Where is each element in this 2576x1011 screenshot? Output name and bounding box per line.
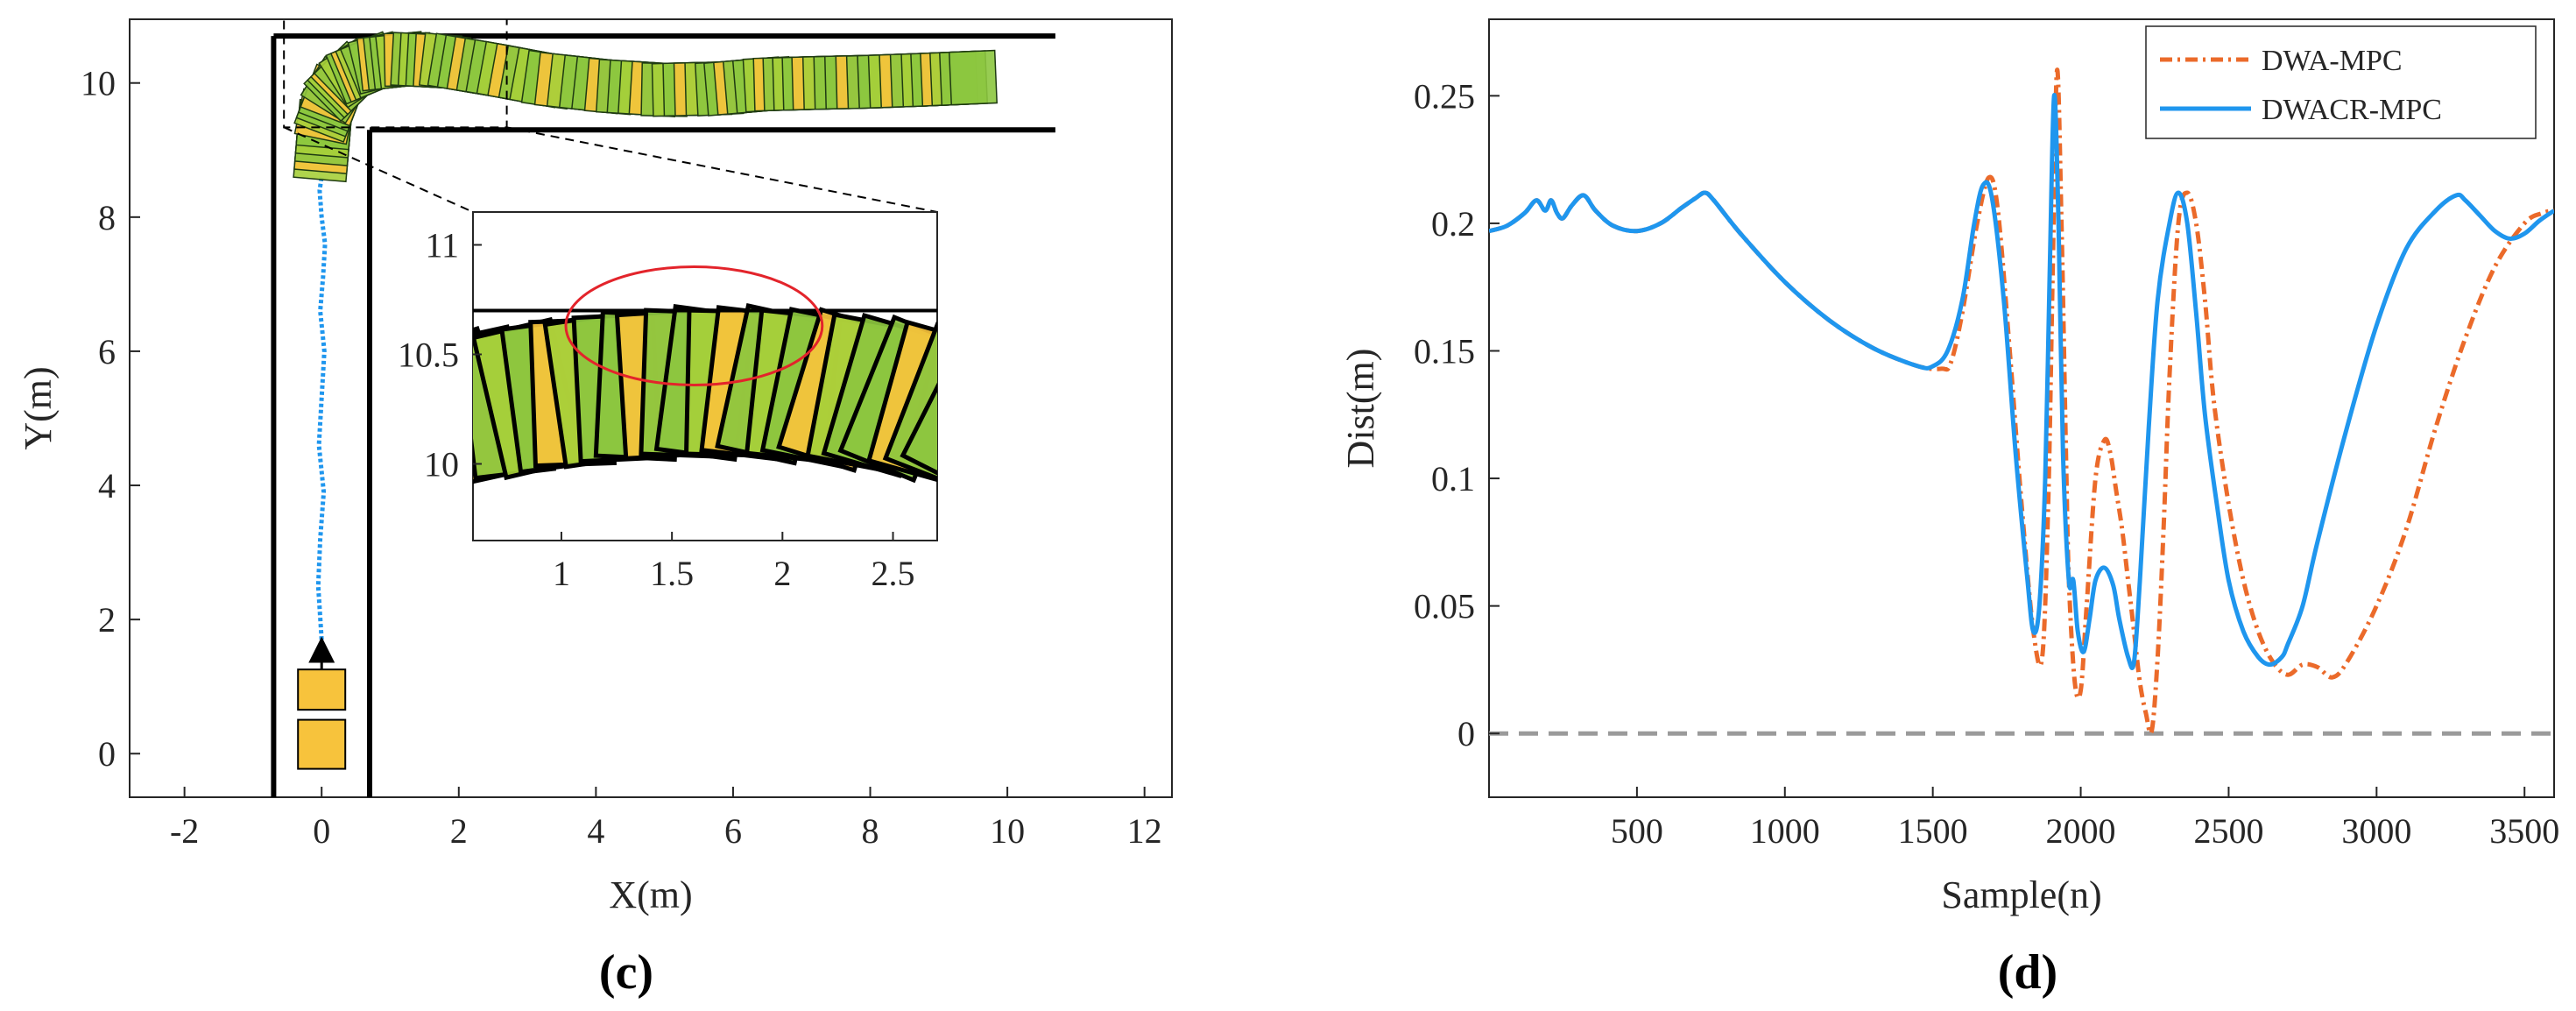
- series-line-dwacr-mpc: [1489, 93, 2554, 670]
- y-axis-label-c: Y(m): [17, 366, 60, 449]
- zoom-inset: 1 1.5 2 2.5 10 10.5 11: [398, 211, 938, 593]
- axes-frame-d: [1488, 18, 2555, 798]
- y-tick-label-d-5: 0.25: [1414, 76, 1475, 116]
- x-axis-label-c: X(m): [609, 873, 692, 916]
- y-tick-label-d-2: 0.1: [1431, 459, 1475, 498]
- y-tick-label-c-4: 8: [98, 198, 116, 237]
- distance-panel-d: 500 1000 1500 2000 2500 3000 3500 0 0.05 0.1 0.15 0…: [1339, 18, 2559, 1000]
- legend: DWA-MPC DWACR-MPC: [2145, 25, 2537, 139]
- inset-box: [900, 324, 937, 494]
- inset-y-tick-label-0: 10: [424, 445, 459, 484]
- inset-x-tick-label-3: 2.5: [872, 554, 915, 593]
- y-tick-label-d-3: 0.15: [1414, 331, 1475, 371]
- panel-label-d: (d): [1998, 945, 2057, 1000]
- x-tick-label-d-2: 1500: [1898, 811, 1968, 851]
- y-tick-label-c-5: 10: [81, 64, 116, 103]
- inset-boxes: [473, 303, 937, 494]
- x-tick-label-d-1: 1000: [1750, 811, 1820, 851]
- y-tick-label-c-1: 2: [98, 600, 116, 640]
- zoom-region-box: [283, 19, 508, 129]
- inset-y-tick-label-1: 10.5: [398, 336, 459, 375]
- legend-label-dwacr-mpc: DWACR-MPC: [2262, 94, 2442, 126]
- x-tick-label-c-5: 8: [862, 811, 879, 851]
- planned-path: [315, 176, 328, 640]
- x-tick-label-c-7: 12: [1127, 811, 1162, 851]
- zoom-connector-right: [506, 126, 938, 213]
- start-robot-box-0: [297, 718, 347, 770]
- x-tick-label-c-4: 6: [724, 811, 742, 851]
- inset-x-tick-label-2: 2: [773, 554, 791, 593]
- x-tick-label-d-6: 3500: [2489, 811, 2559, 851]
- inset-x-tick-label-0: 1: [553, 554, 570, 593]
- legend-box: [2145, 25, 2537, 139]
- y-tick-label-c-0: 0: [98, 734, 116, 774]
- x-tick-label-c-1: 0: [313, 811, 330, 851]
- collision-ellipse: [564, 265, 824, 386]
- x-tick-label-d-5: 3000: [2341, 811, 2411, 851]
- inset-y-tick-label-2: 11: [425, 226, 459, 265]
- inset-x-tick-label-1: 1.5: [650, 554, 694, 593]
- x-tick-label-d-0: 500: [1611, 811, 1663, 851]
- trajectory-boxes: [293, 31, 998, 183]
- x-tick-label-c-0: -2: [170, 811, 199, 851]
- x-tick-label-c-3: 4: [587, 811, 604, 851]
- x-axis-label-d: Sample(n): [1941, 873, 2101, 916]
- start-robot-box-1: [297, 668, 347, 711]
- y-tick-label-d-4: 0.2: [1431, 204, 1475, 244]
- y-tick-label-c-2: 4: [98, 466, 116, 506]
- x-tick-label-d-4: 2500: [2193, 811, 2263, 851]
- x-tick-label-d-3: 2000: [2046, 811, 2116, 851]
- y-axis-label-d: Dist(m): [1339, 349, 1382, 469]
- y-tick-label-d-0: 0: [1457, 714, 1475, 753]
- panel-label-c: (c): [599, 945, 653, 1000]
- trajectory-box: [948, 49, 998, 106]
- x-tick-label-c-2: 2: [450, 811, 468, 851]
- zoom-connector-left: [283, 126, 474, 213]
- x-tick-label-c-6: 10: [990, 811, 1025, 851]
- legend-label-dwa-mpc: DWA-MPC: [2262, 45, 2403, 77]
- y-tick-label-d-1: 0.05: [1414, 587, 1475, 626]
- y-tick-label-c-3: 6: [98, 332, 116, 371]
